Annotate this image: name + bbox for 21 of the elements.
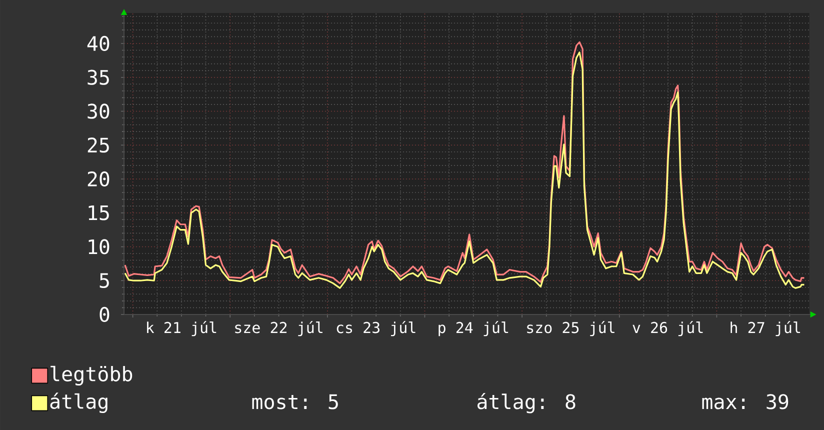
x-tick-label: szo 25 júl: [527, 321, 614, 336]
y-tick-label: 10: [88, 239, 110, 254]
y-tick-label: 5: [100, 273, 109, 288]
text: max: 39: [702, 394, 788, 410]
x-tick-label: p 24 júl: [438, 321, 508, 336]
y-tick-label: 0: [100, 306, 110, 322]
y-tick-label: 30: [88, 104, 110, 119]
y-tick-label: 25: [88, 138, 109, 153]
legend-label: átlag: [50, 392, 108, 413]
y-tick-label: 20: [88, 171, 110, 187]
x-tick-label: k 21 júl: [147, 321, 216, 336]
x-tick-label: v 26 júl: [632, 321, 703, 336]
x-tick-label: sze 22 júl: [235, 321, 322, 336]
x-tick-label: h 27 júl: [730, 321, 800, 336]
y-tick-label: 35: [88, 70, 109, 85]
y-tick-label: 40: [87, 36, 110, 52]
y-tick-label: 15: [88, 205, 109, 220]
x-tick-label: cs 23 júl: [336, 321, 416, 336]
text: átlag: 8: [478, 392, 576, 414]
legend-label: legtöbb: [50, 366, 132, 386]
text: most: 5: [252, 394, 338, 410]
